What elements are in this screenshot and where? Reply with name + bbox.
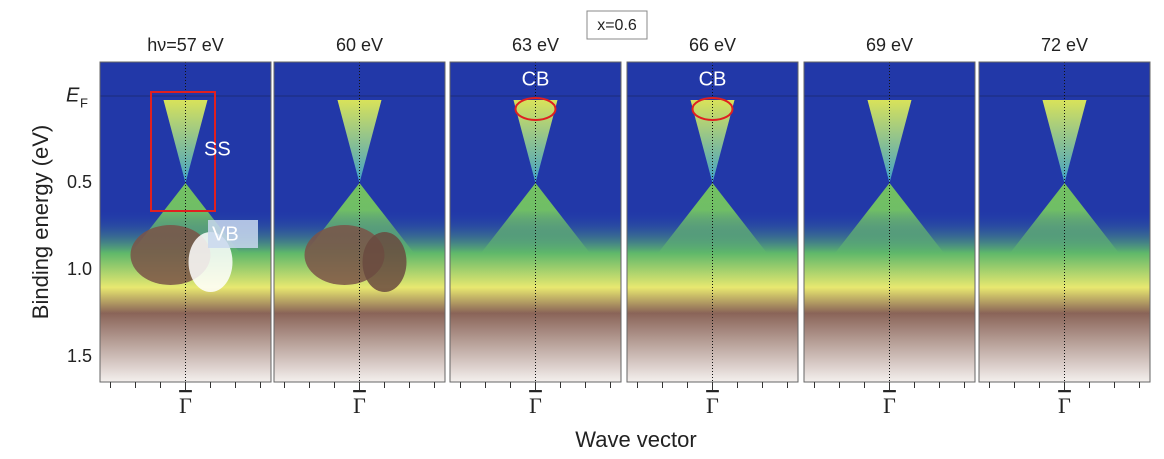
highlight-box — [150, 91, 216, 212]
annotation: CB — [699, 68, 727, 90]
y-tick-label: 1.5 — [67, 346, 92, 366]
x-tick-label: Γ — [706, 393, 719, 418]
highlight-ellipse — [691, 97, 734, 121]
fermi-symbol: E — [66, 84, 80, 106]
panel-title: hν=57 eV — [147, 35, 224, 55]
surface-state-cone — [867, 100, 912, 183]
fermi-subscript: F — [80, 95, 88, 110]
panel-title: 60 eV — [336, 35, 383, 55]
y-axis-label: Binding energy (eV) — [28, 125, 53, 319]
surface-state-cone — [1042, 100, 1087, 183]
x-tick-label: Γ — [1058, 393, 1071, 418]
panel-title: 69 eV — [866, 35, 913, 55]
x-tick-label: Γ — [179, 393, 192, 418]
annotation-bg — [208, 220, 258, 248]
panel-title: 63 eV — [512, 35, 559, 55]
panel-title: 72 eV — [1041, 35, 1088, 55]
annotation: SS — [204, 138, 231, 160]
x-tick-label: Γ — [883, 393, 896, 418]
y-tick-label: 1.0 — [67, 259, 92, 279]
highlight-ellipse — [514, 97, 557, 121]
surface-state-cone — [513, 100, 558, 183]
surface-state-cone — [163, 100, 208, 183]
annotation: VB — [212, 223, 239, 245]
x-tick-label: Γ — [353, 393, 366, 418]
vb-feature — [362, 232, 407, 292]
inset-label: x=0.6 — [597, 17, 637, 34]
x-tick-label: Γ — [529, 393, 542, 418]
x-axis-label: Wave vector — [575, 427, 696, 452]
surface-state-cone — [690, 100, 735, 183]
surface-state-cone — [337, 100, 382, 183]
annotation: CB — [522, 68, 550, 90]
panel-title: 66 eV — [689, 35, 736, 55]
inset-box — [586, 10, 648, 40]
y-tick-label: 0.5 — [67, 172, 92, 192]
